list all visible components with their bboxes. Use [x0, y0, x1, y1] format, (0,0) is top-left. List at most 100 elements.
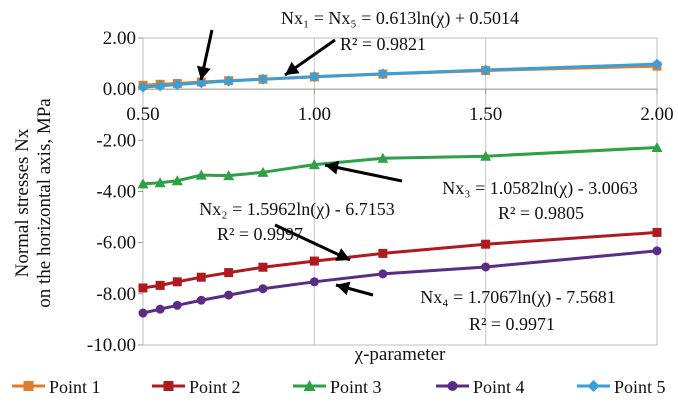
arrow-head	[335, 248, 350, 261]
data-point	[171, 175, 183, 186]
annotation-nx1: Nx₁ = Nx₅ = 0.613ln(χ) + 0.5014 R² = 0.98…	[196, 8, 519, 81]
legend: Point 1 Point 2 Point 3 Point 4 Point 5	[12, 377, 666, 397]
y-tick-label: -8.00	[96, 284, 136, 305]
data-point	[154, 80, 166, 92]
y-axis-title-line-1: Normal stresses Nx	[12, 128, 33, 277]
data-point	[155, 280, 165, 290]
legend-item-2: Point 2	[152, 377, 241, 397]
series-layer	[137, 58, 663, 318]
x-tick-label: 0.50	[126, 104, 159, 125]
data-point	[377, 68, 389, 80]
series-line	[142, 145, 658, 186]
data-point	[137, 81, 149, 93]
data-point	[652, 227, 662, 237]
data-point	[257, 73, 269, 85]
legend-marker	[163, 381, 174, 391]
data-point	[155, 304, 165, 314]
annotation-equation: Nx₃ = 1.0582ln(χ) - 3.0063	[442, 178, 637, 199]
data-point	[258, 284, 268, 294]
data-point	[652, 246, 662, 256]
data-point	[195, 77, 207, 89]
x-tick-label: 1.00	[298, 104, 331, 125]
y-tick-label: 0.00	[103, 79, 136, 100]
data-point	[224, 268, 234, 278]
data-point	[377, 152, 389, 163]
x-axis-title: χ-parameter	[354, 344, 446, 365]
data-point	[308, 71, 320, 83]
data-point	[137, 178, 149, 189]
arrow-head	[325, 160, 340, 175]
series-3	[137, 141, 663, 189]
annotation-equation: Nx₂ = 1.5962ln(χ) - 6.7153	[199, 199, 394, 220]
y-tick-label: 2.00	[103, 28, 136, 49]
annotation-r-squared: R² = 0.9821	[340, 34, 426, 54]
arrow-head	[196, 65, 211, 80]
annotations-layer: Nx₁ = Nx₅ = 0.613ln(χ) + 0.5014 R² = 0.98…	[196, 8, 638, 334]
data-point	[480, 150, 492, 161]
annotation-nx2: Nx₂ = 1.5962ln(χ) - 6.7153 R² = 0.9997	[199, 199, 395, 262]
annotation-equation: Nx₄ = 1.7067ln(χ) - 7.5681	[420, 287, 615, 308]
data-point	[154, 177, 166, 188]
data-point	[309, 277, 319, 287]
series-line	[142, 62, 658, 89]
annotation-nx3: Nx₃ = 1.0582ln(χ) - 3.0063 R² = 0.9805	[324, 160, 638, 223]
series-2	[138, 227, 662, 293]
annotation-r-squared: R² = 0.9971	[469, 314, 555, 334]
data-point	[481, 239, 491, 249]
data-point	[258, 262, 268, 272]
legend-item-3: Point 3	[293, 377, 382, 397]
legend-marker	[447, 381, 458, 391]
data-point	[223, 75, 235, 87]
data-point	[195, 169, 207, 180]
series-line	[142, 249, 658, 315]
series-line	[142, 230, 658, 290]
data-point	[171, 79, 183, 91]
data-point	[138, 308, 148, 318]
data-point	[481, 262, 491, 272]
data-point	[172, 277, 182, 287]
data-point	[651, 58, 663, 70]
data-point	[196, 272, 206, 282]
legend-marker	[587, 380, 600, 392]
annotation-arrow	[274, 223, 351, 262]
annotation-nx4: Nx₄ = 1.7067ln(χ) - 7.5681 R² = 0.9971	[335, 281, 616, 334]
y-tick-label: -2.00	[96, 130, 136, 151]
legend-label: Point 2	[189, 377, 241, 397]
data-point	[224, 290, 234, 300]
data-point	[172, 300, 182, 310]
axes: 2.00 0.00 -2.00 -4.00 -6.00 -8.00 -10.00 0.50 1.…	[87, 28, 674, 356]
data-point	[196, 295, 206, 305]
data-point	[378, 248, 388, 258]
data-point	[309, 256, 319, 266]
annotation-r-squared: R² = 0.9805	[498, 203, 584, 223]
data-point	[257, 166, 269, 177]
series-5	[137, 58, 663, 93]
data-point	[651, 141, 663, 152]
data-point	[480, 64, 492, 76]
data-point	[378, 269, 388, 279]
data-point	[308, 159, 320, 170]
x-tick-label: 2.00	[640, 104, 673, 125]
x-tick-label: 1.50	[469, 104, 502, 125]
arrow-head	[336, 281, 351, 296]
data-point	[138, 283, 148, 293]
data-point	[223, 170, 235, 181]
y-axis-title-line-2: on the horizontal axis, MPa	[34, 98, 55, 308]
legend-item-5: Point 5	[577, 377, 666, 397]
legend-label: Point 5	[614, 377, 666, 397]
y-tick-label: -6.00	[96, 233, 136, 254]
y-tick-label: -10.00	[87, 335, 136, 356]
series-4	[138, 246, 662, 318]
legend-item-1: Point 1	[12, 377, 101, 397]
legend-label: Point 4	[473, 377, 525, 397]
legend-marker	[303, 380, 316, 391]
annotation-r-squared: R² = 0.9997	[217, 224, 303, 244]
annotation-arrow	[324, 163, 403, 183]
legend-marker	[23, 381, 34, 391]
y-tick-label: -4.00	[96, 182, 136, 203]
annotation-equation: Nx₁ = Nx₅ = 0.613ln(χ) + 0.5014	[281, 8, 519, 29]
legend-label: Point 3	[330, 377, 382, 397]
arrow-head	[285, 61, 300, 75]
legend-label: Point 1	[49, 377, 101, 397]
